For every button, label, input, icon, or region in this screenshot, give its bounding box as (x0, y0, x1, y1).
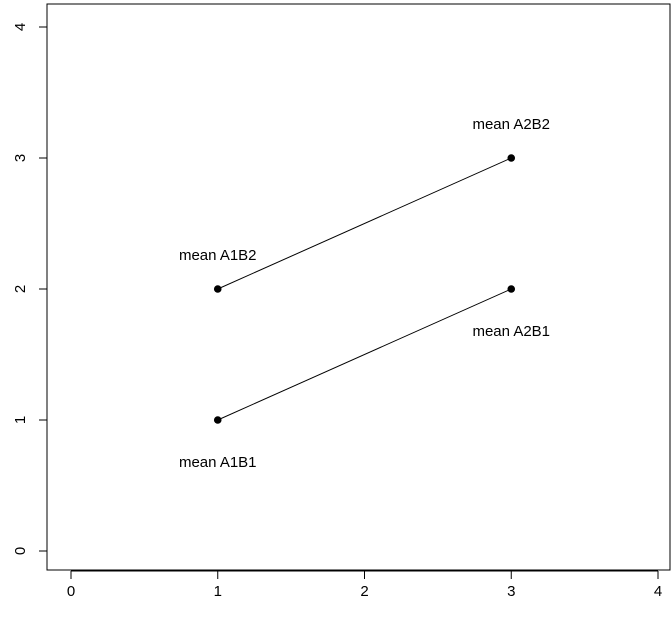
series-0-point-0 (213, 416, 222, 424)
x-axis-ticks: 0 1 2 3 4 (67, 571, 662, 600)
series-0-point-1 (507, 285, 516, 293)
series-1-point-0 (213, 285, 222, 293)
x-tick-label-1: 1 (214, 583, 222, 600)
y-tick-label-2: 2 (12, 285, 29, 293)
point-label-1-1: mean A2B2 (472, 116, 550, 133)
series-1-point-1 (507, 154, 516, 162)
point-label-0-1: mean A2B1 (472, 323, 550, 340)
x-tick-label-3: 3 (507, 583, 515, 600)
point-label-0-0: mean A1B1 (179, 454, 257, 471)
series-layer: mean A1B1 mean A2B1 mean A1B2 mean A2B2 (179, 116, 550, 471)
y-tick-label-1: 1 (12, 416, 29, 424)
y-tick-label-3: 3 (12, 154, 29, 162)
y-tick-label-4: 4 (12, 23, 29, 31)
x-tick-label-4: 4 (654, 583, 662, 600)
series-1-segment-0 (217, 157, 512, 290)
x-tick-label-0: 0 (67, 583, 75, 600)
x-tick-label-2: 2 (360, 583, 368, 600)
y-tick-label-0: 0 (12, 547, 29, 555)
series-0-segment-0 (217, 288, 512, 421)
point-label-1-0: mean A1B2 (179, 247, 257, 264)
y-axis-ticks: 0 1 2 3 4 (12, 23, 47, 555)
plot-frame (46, 3, 671, 571)
